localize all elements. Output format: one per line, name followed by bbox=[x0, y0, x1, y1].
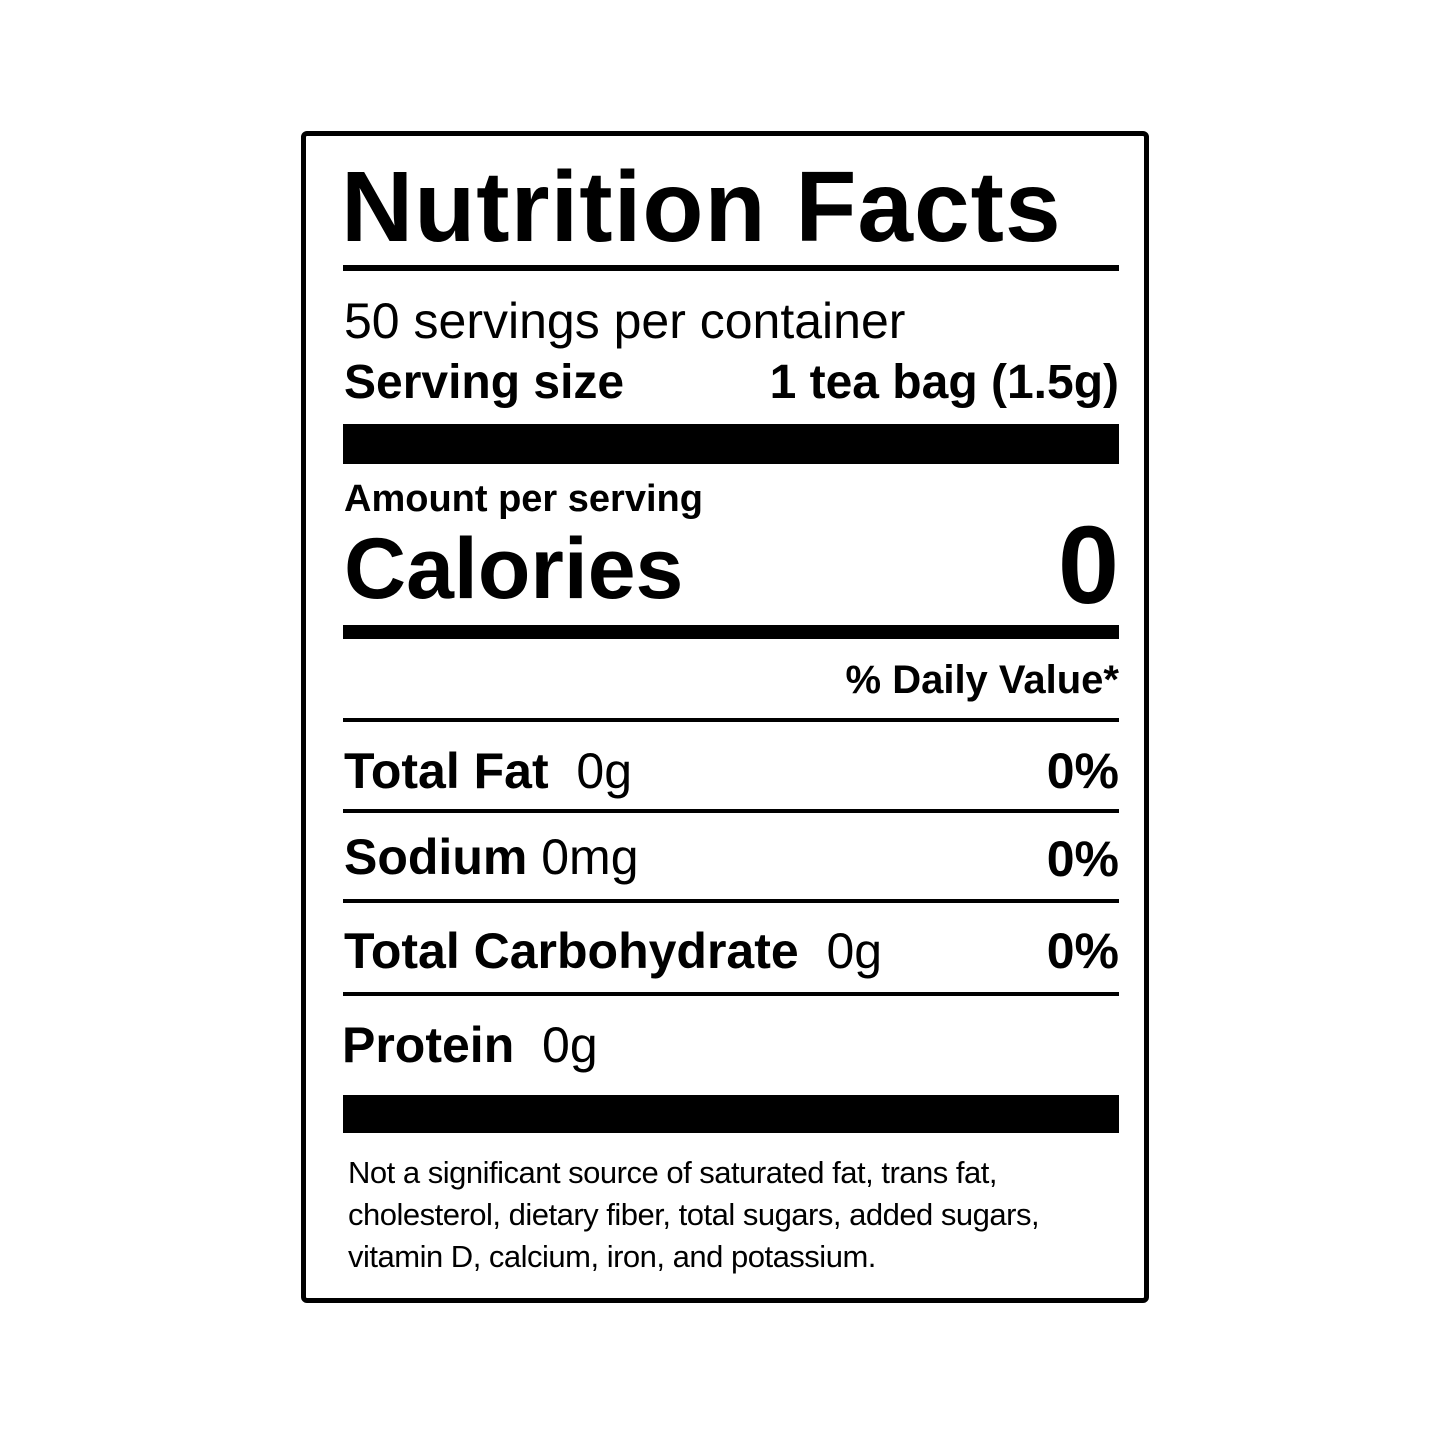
nutrient-row-protein: Protein 0g bbox=[342, 1017, 598, 1073]
dv-total-fat: 0% bbox=[1046, 743, 1119, 799]
calories-value: 0 bbox=[1057, 504, 1119, 627]
nutrition-label bbox=[301, 131, 1149, 1303]
thick-divider bbox=[343, 1095, 1119, 1133]
dv-sodium: 0% bbox=[1046, 831, 1119, 887]
title: Nutrition Facts bbox=[341, 151, 1062, 263]
divider bbox=[343, 718, 1119, 722]
calories-label: Calories bbox=[344, 521, 684, 617]
servings-per-container: 50 servings per container bbox=[344, 293, 906, 349]
serving-size-value: 1 tea bag (1.5g) bbox=[769, 356, 1119, 409]
amount-per-serving: Amount per serving bbox=[344, 478, 703, 520]
nutrient-row-total-carbohydrate: Total Carbohydrate 0g bbox=[344, 923, 883, 979]
nutrient-row-total-fat: Total Fat 0g bbox=[344, 743, 633, 799]
divider bbox=[343, 809, 1119, 813]
thick-divider bbox=[343, 424, 1119, 464]
divider bbox=[343, 625, 1119, 639]
divider bbox=[343, 992, 1119, 996]
daily-value-header: % Daily Value* bbox=[845, 658, 1119, 702]
footnote: Not a significant source of saturated fa… bbox=[348, 1155, 1040, 1274]
nutrient-row-sodium: Sodium 0mg bbox=[344, 829, 639, 885]
divider bbox=[343, 899, 1119, 903]
divider bbox=[343, 265, 1119, 271]
serving-size-label: Serving size bbox=[344, 356, 625, 409]
dv-total-carbohydrate: 0% bbox=[1046, 923, 1119, 979]
